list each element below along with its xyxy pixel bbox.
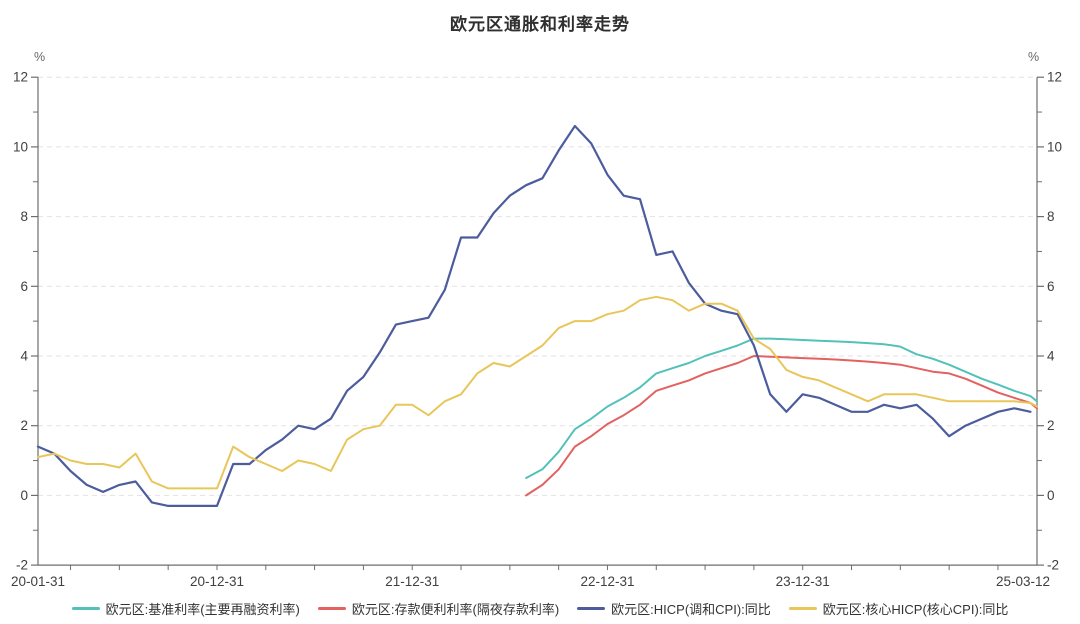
y-tick-label-left: 6	[20, 279, 28, 294]
x-tick-label: 21-12-31	[385, 574, 439, 589]
y-tick-label-right: -2	[1047, 558, 1059, 573]
legend-label: 欧元区:基准利率(主要再融资利率)	[105, 602, 300, 617]
legend-swatch-icon	[577, 606, 606, 611]
y-tick-label-left: -2	[16, 558, 28, 573]
legend-swatch-icon	[71, 606, 100, 611]
y-tick-label-right: 2	[1047, 418, 1055, 433]
x-tick-label: 25-03-12	[996, 574, 1050, 589]
y-tick-label-left: 12	[13, 70, 28, 85]
y-tick-label-right: 0	[1047, 488, 1055, 503]
x-tick-label: 23-12-31	[776, 574, 830, 589]
legend-item-0[interactable]: 欧元区:基准利率(主要再融资利率)	[71, 599, 300, 618]
y-axis-unit-left: %	[34, 50, 46, 64]
y-tick-label-left: 8	[20, 209, 28, 224]
x-tick-label: 20-01-31	[11, 574, 65, 589]
series-line-1	[525, 355, 1038, 497]
y-tick-label-right: 8	[1047, 209, 1055, 224]
y-tick-label-left: 2	[20, 418, 28, 433]
legend-swatch-icon	[317, 606, 346, 611]
legend-item-2[interactable]: 欧元区:HICP(调和CPI):同比	[577, 599, 771, 618]
legend-item-3[interactable]: 欧元区:核心HICP(核心CPI):同比	[788, 599, 1009, 618]
series-line-3	[37, 295, 1038, 490]
y-tick-label-left: 10	[13, 139, 28, 154]
legend-swatch-icon	[788, 606, 817, 611]
y-tick-label-left: 0	[20, 488, 28, 503]
y-tick-label-right: 4	[1047, 349, 1055, 364]
chart-title: 欧元区通胀和利率走势	[450, 15, 630, 34]
y-tick-label-right: 12	[1047, 70, 1062, 85]
series-line-0	[525, 337, 1038, 479]
legend-label: 欧元区:HICP(调和CPI):同比	[611, 602, 771, 617]
legend-item-1[interactable]: 欧元区:存款便利利率(隔夜存款利率)	[317, 599, 560, 618]
x-tick-label: 22-12-31	[580, 574, 634, 589]
y-tick-label-right: 6	[1047, 279, 1055, 294]
y-tick-label-left: 4	[20, 349, 28, 364]
legend-label: 欧元区:核心HICP(核心CPI):同比	[822, 602, 1009, 617]
x-tick-label: 20-12-31	[190, 574, 244, 589]
legend-label: 欧元区:存款便利利率(隔夜存款利率)	[351, 602, 560, 617]
series-line-2	[36, 124, 1032, 507]
y-axis-unit-right: %	[1028, 50, 1040, 64]
legend: 欧元区:基准利率(主要再融资利率) 欧元区:存款便利利率(隔夜存款利率) 欧元区:H…	[0, 599, 1080, 618]
y-tick-label-right: 10	[1047, 139, 1062, 154]
